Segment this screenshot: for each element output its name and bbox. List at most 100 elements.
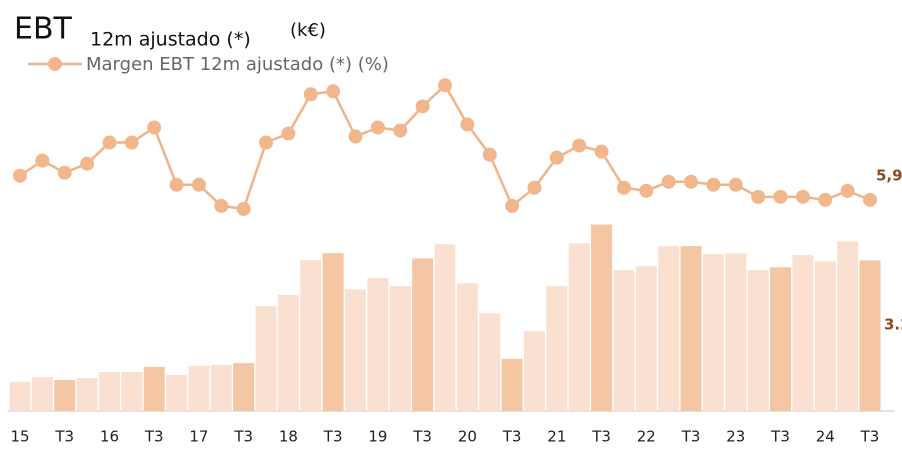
x-tick-label: 21 xyxy=(547,428,566,446)
x-tick-label: 17 xyxy=(189,428,208,446)
line-marker xyxy=(505,198,520,213)
bar xyxy=(233,363,255,411)
bar xyxy=(658,246,680,411)
bar xyxy=(814,261,836,411)
bar xyxy=(54,380,76,411)
line-marker xyxy=(863,192,877,207)
line-marker xyxy=(13,168,27,183)
x-tick-label: 18 xyxy=(279,428,298,446)
x-tick-label: T3 xyxy=(233,428,253,446)
bar xyxy=(143,366,165,411)
x-tick-label: 22 xyxy=(637,428,656,446)
bar xyxy=(98,372,120,411)
line-marker xyxy=(303,87,318,102)
bar-value-label: 3.208 xyxy=(884,316,902,334)
line-marker xyxy=(102,135,117,150)
bar xyxy=(546,286,568,411)
bar xyxy=(523,331,545,411)
bar xyxy=(591,224,613,411)
bar xyxy=(501,358,523,411)
line-marker xyxy=(124,135,139,150)
line-marker xyxy=(840,183,855,198)
x-tick-label: 19 xyxy=(368,428,387,446)
x-tick-label: T3 xyxy=(323,428,343,446)
line-marker xyxy=(594,144,609,159)
bar xyxy=(76,378,98,411)
bar xyxy=(568,243,590,411)
line-marker xyxy=(326,84,341,99)
line-marker xyxy=(281,126,296,141)
line-marker xyxy=(214,198,229,213)
x-tick-label: T3 xyxy=(770,428,790,446)
bar xyxy=(770,267,792,411)
line-marker xyxy=(728,177,743,192)
line-marker xyxy=(616,180,631,195)
line-marker xyxy=(236,201,251,216)
line-marker xyxy=(527,180,542,195)
x-tick-label: T3 xyxy=(54,428,74,446)
line-marker xyxy=(169,177,184,192)
chart-title-unit: (k€) xyxy=(290,20,326,41)
bar xyxy=(322,253,344,411)
line-marker xyxy=(191,177,206,192)
bar xyxy=(837,241,859,411)
bar xyxy=(255,306,277,411)
line-marker xyxy=(370,120,385,135)
line xyxy=(19,83,871,211)
legend-marker xyxy=(48,57,62,71)
line-marker xyxy=(549,150,564,165)
line-marker xyxy=(460,117,475,132)
x-tick-label: T3 xyxy=(412,428,432,446)
bar xyxy=(613,270,635,411)
bar xyxy=(635,266,657,411)
bar xyxy=(367,278,389,411)
bar xyxy=(479,313,501,411)
line-marker xyxy=(684,174,699,189)
bar xyxy=(702,254,724,411)
bar xyxy=(9,381,31,411)
line-marker xyxy=(706,177,721,192)
x-tick-label: 15 xyxy=(10,428,29,446)
bar xyxy=(412,258,434,411)
line-marker xyxy=(57,165,72,180)
x-tick-label: T3 xyxy=(681,428,701,446)
bar xyxy=(747,270,769,411)
x-tick-label: 24 xyxy=(816,428,835,446)
bar xyxy=(121,372,143,411)
x-tick-label: T3 xyxy=(860,428,880,446)
bar xyxy=(31,377,53,411)
line-marker xyxy=(482,147,497,162)
bar xyxy=(188,365,210,411)
line-marker xyxy=(661,174,676,189)
bar xyxy=(345,289,367,411)
line-marker xyxy=(773,189,788,204)
line-marker xyxy=(795,189,810,204)
legend-label: Margen EBT 12m ajustado (*) (%) xyxy=(86,54,389,75)
line-value-label: 5,9% xyxy=(876,166,902,184)
x-tick-label: T3 xyxy=(502,428,522,446)
line-marker xyxy=(818,192,833,207)
bar xyxy=(166,374,188,411)
bar xyxy=(859,260,881,411)
line-marker xyxy=(393,123,408,138)
bar xyxy=(792,255,814,411)
line-marker xyxy=(572,138,587,153)
bar xyxy=(210,364,232,411)
line-marker xyxy=(751,189,766,204)
line-marker xyxy=(438,78,452,93)
x-tick-label: 23 xyxy=(726,428,745,446)
bar xyxy=(680,246,702,411)
line-marker xyxy=(35,153,50,168)
line-marker xyxy=(147,120,162,135)
chart-title: EBT xyxy=(14,12,73,47)
line-marker xyxy=(415,99,430,114)
bar xyxy=(389,286,411,411)
bar xyxy=(434,244,456,411)
line-marker xyxy=(348,129,363,144)
bar xyxy=(300,260,322,411)
bar xyxy=(277,295,299,411)
x-tick-label: 16 xyxy=(100,428,119,446)
chart-title-sub: 12m ajustado (*) xyxy=(90,29,251,51)
bar xyxy=(725,253,747,411)
